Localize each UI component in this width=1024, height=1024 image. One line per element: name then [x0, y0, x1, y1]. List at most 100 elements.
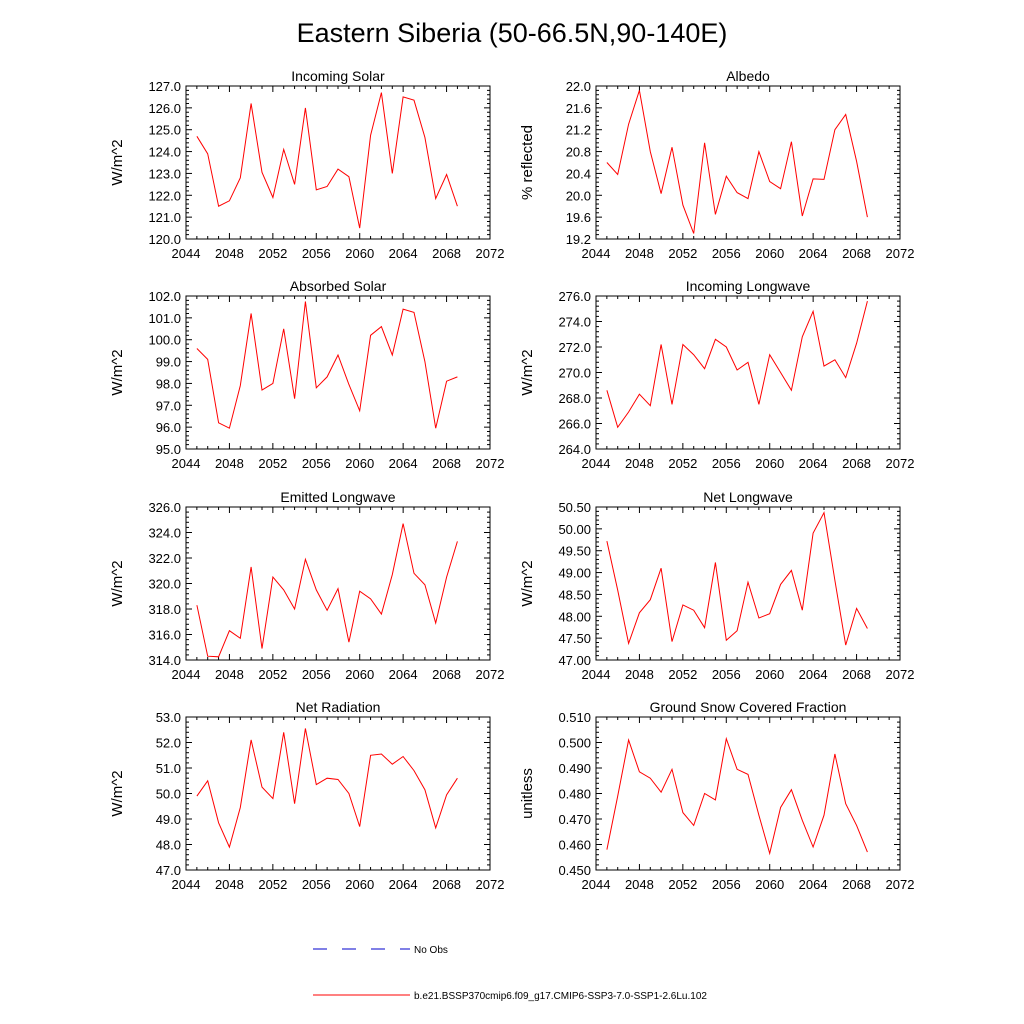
- x-tick-label: 2072: [476, 246, 505, 261]
- plot-frame: [595, 85, 901, 240]
- y-tick-label: 47.0: [156, 863, 181, 878]
- x-tick-label: 2068: [842, 246, 871, 261]
- y-tick-label: 47.00: [558, 653, 591, 668]
- y-tick-label: 19.2: [566, 232, 591, 247]
- y-tick-label: 122.0: [148, 188, 181, 203]
- x-tick-label: 2048: [215, 877, 244, 892]
- y-tick-label: 276.0: [558, 289, 591, 304]
- y-tick-label: 96.0: [156, 420, 181, 435]
- y-tick-label: 270.0: [558, 366, 591, 381]
- x-tick-label: 2052: [668, 877, 697, 892]
- x-tick-label: 2072: [886, 246, 915, 261]
- x-tick-label: 2064: [799, 246, 828, 261]
- plot-frame: [185, 295, 491, 450]
- x-tick-label: 2044: [582, 456, 611, 471]
- x-tick-label: 2052: [668, 246, 697, 261]
- x-tick-label: 2044: [582, 246, 611, 261]
- panel-title: Absorbed Solar: [290, 278, 387, 294]
- y-tick-label: 20.4: [566, 166, 591, 181]
- y-tick-label: 98.0: [156, 376, 181, 391]
- y-axis-label: W/m^2: [109, 139, 126, 185]
- y-axis-label: % reflected: [519, 125, 536, 200]
- x-tick-label: 2072: [886, 456, 915, 471]
- x-tick-label: 2064: [799, 456, 828, 471]
- x-tick-label: 2072: [476, 667, 505, 682]
- y-axis-label: W/m^2: [109, 349, 126, 395]
- y-tick-label: 0.500: [558, 736, 591, 751]
- x-tick-label: 2056: [302, 246, 331, 261]
- x-tick-label: 2056: [302, 877, 331, 892]
- x-tick-label: 2064: [389, 667, 418, 682]
- x-tick-label: 2048: [215, 667, 244, 682]
- series-line: [196, 523, 458, 658]
- y-tick-label: 49.00: [558, 566, 591, 581]
- plot-frame: [185, 716, 491, 871]
- x-tick-label: 2052: [668, 667, 697, 682]
- y-tick-label: 21.6: [566, 101, 591, 116]
- panel-incoming-longwave: Incoming Longwave W/m^2 2044 2048 2052 2056 20…: [519, 278, 914, 471]
- x-tick-label: 2060: [345, 877, 374, 892]
- y-tick-label: 97.0: [156, 398, 181, 413]
- figure-title: Eastern Siberia (50-66.5N,90-140E): [297, 18, 728, 48]
- x-tick-label: 2044: [172, 667, 201, 682]
- x-tick-label: 2048: [215, 246, 244, 261]
- y-tick-label: 20.0: [566, 188, 591, 203]
- x-tick-label: 2056: [302, 456, 331, 471]
- x-tick-label: 2064: [389, 456, 418, 471]
- x-tick-label: 2064: [799, 667, 828, 682]
- y-tick-label: 314.0: [148, 653, 181, 668]
- series-line: [196, 728, 458, 849]
- x-tick-label: 2044: [172, 246, 201, 261]
- panel-title: Net Radiation: [296, 699, 381, 715]
- panel-title: Emitted Longwave: [280, 489, 395, 505]
- x-tick-label: 2044: [582, 877, 611, 892]
- y-tick-label: 21.2: [566, 123, 591, 138]
- y-tick-label: 127.0: [148, 79, 181, 94]
- y-tick-label: 272.0: [558, 340, 591, 355]
- x-tick-label: 2060: [345, 667, 374, 682]
- y-tick-label: 20.8: [566, 145, 591, 160]
- panel-ground-snow-covered-fraction: Ground Snow Covered Fraction unitless 2044…: [519, 699, 914, 892]
- y-tick-label: 52.0: [156, 736, 181, 751]
- y-tick-label: 268.0: [558, 391, 591, 406]
- legend: No Obs b.e21.BSSP370cmip6.f09_g17.CMIP6-…: [313, 945, 707, 1002]
- y-tick-label: 266.0: [558, 417, 591, 432]
- x-tick-label: 2064: [389, 246, 418, 261]
- y-tick-label: 50.0: [156, 787, 181, 802]
- x-tick-label: 2052: [258, 246, 287, 261]
- x-tick-label: 2060: [755, 246, 784, 261]
- y-tick-label: 101.0: [148, 311, 181, 326]
- y-tick-label: 124.0: [148, 145, 181, 160]
- panel-net-longwave: Net Longwave W/m^2 2044 2048 2052 2056 2060 206…: [519, 489, 914, 682]
- x-tick-label: 2068: [432, 667, 461, 682]
- plot-frame: [185, 85, 491, 240]
- legend-obs-label: No Obs: [414, 945, 448, 956]
- x-tick-label: 2068: [432, 456, 461, 471]
- y-tick-label: 0.510: [558, 710, 591, 725]
- x-tick-label: 2048: [625, 246, 654, 261]
- y-tick-label: 95.0: [156, 442, 181, 457]
- y-tick-label: 125.0: [148, 123, 181, 138]
- y-tick-label: 0.450: [558, 863, 591, 878]
- panel-absorbed-solar: Absorbed Solar W/m^2 2044 2048 2052 2056 2060 2…: [109, 278, 504, 471]
- y-tick-label: 50.00: [558, 522, 591, 537]
- y-tick-label: 326.0: [148, 500, 181, 515]
- x-tick-label: 2068: [432, 246, 461, 261]
- plot-frame: [595, 295, 901, 450]
- x-tick-label: 2048: [625, 456, 654, 471]
- y-axis-label: W/m^2: [109, 560, 126, 606]
- series-line: [606, 300, 868, 429]
- y-tick-label: 50.50: [558, 500, 591, 515]
- panel-albedo: Albedo % reflected 2044 2048 2052 2056 2060 206…: [519, 68, 914, 261]
- x-tick-label: 2072: [886, 667, 915, 682]
- panel-emitted-longwave: Emitted Longwave W/m^2 2044 2048 2052 2056 206…: [109, 489, 504, 682]
- x-tick-label: 2064: [389, 877, 418, 892]
- x-tick-label: 2060: [755, 667, 784, 682]
- series-line: [196, 92, 458, 229]
- y-axis-label: W/m^2: [519, 560, 536, 606]
- y-tick-label: 48.50: [558, 587, 591, 602]
- x-tick-label: 2060: [755, 877, 784, 892]
- x-tick-label: 2068: [842, 667, 871, 682]
- x-tick-label: 2072: [886, 877, 915, 892]
- panel-incoming-solar: Incoming Solar W/m^2 2044 2048 2052 2056 2060 2…: [109, 68, 504, 261]
